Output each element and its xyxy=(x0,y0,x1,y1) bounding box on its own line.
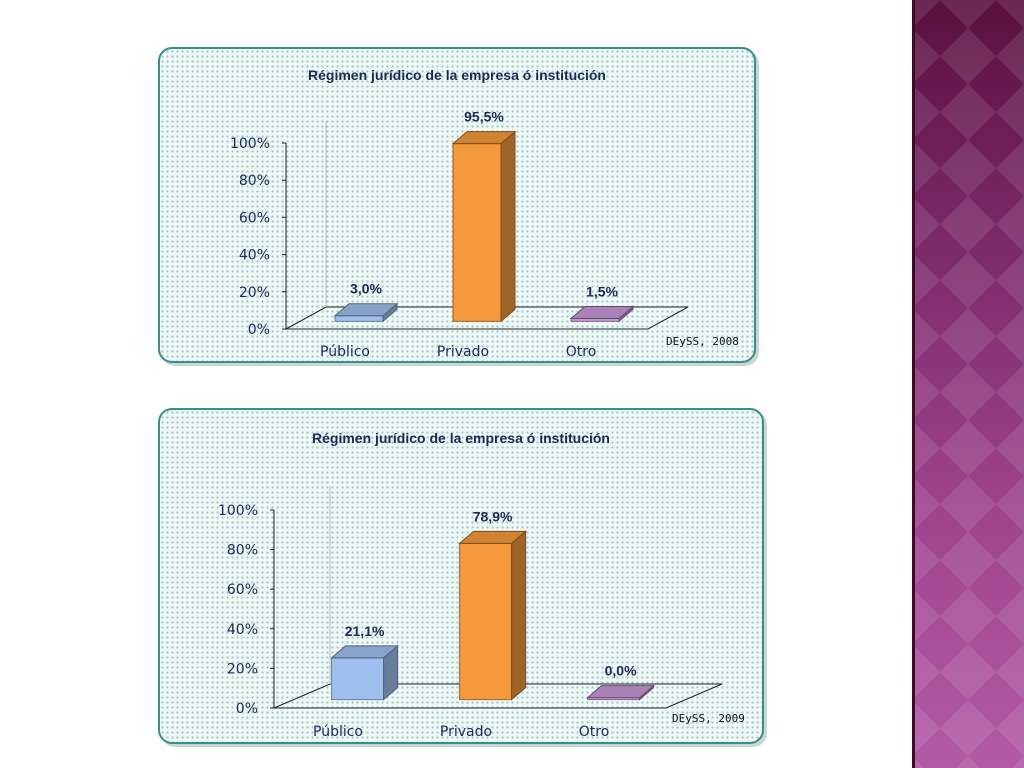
chart-panel-2008: Régimen jurídico de la empresa ó institu… xyxy=(158,47,756,363)
data-label: 95,5% xyxy=(464,109,504,125)
bar-top xyxy=(569,306,635,320)
x-category-label: Privado xyxy=(440,724,492,740)
source-note: DEySS, 2009 xyxy=(672,712,745,725)
data-label: 21,1% xyxy=(345,623,385,639)
x-category-label: Público xyxy=(313,724,363,740)
y-tick-label: 80% xyxy=(239,173,270,189)
chart-title: Régimen jurídico de la empresa ó institu… xyxy=(308,67,606,83)
bar-chart-2008: 0% 20% 40% 60% 80% 100% 3,0% Público 95,5% Privad… xyxy=(230,109,689,360)
bar-otro xyxy=(586,684,655,701)
bar-top xyxy=(333,303,399,317)
chart-panel-2009: Régimen jurídico de la empresa ó institu… xyxy=(158,408,764,744)
y-tick-label: 40% xyxy=(227,622,258,638)
y-tick-label: 60% xyxy=(227,582,258,598)
x-category-label: Otro xyxy=(566,344,597,360)
bar-privado xyxy=(451,130,517,323)
bar-front xyxy=(331,657,385,701)
bar-top xyxy=(586,685,655,699)
decorative-side-band xyxy=(912,0,1024,768)
y-tick-label: 100% xyxy=(230,136,270,152)
bar-top xyxy=(330,645,399,659)
y-tick-label: 20% xyxy=(239,285,270,301)
data-label: 1,5% xyxy=(586,284,618,300)
chart-floor xyxy=(273,683,723,709)
x-category-label: Público xyxy=(320,344,370,360)
chart-floor xyxy=(285,306,689,330)
bar-front xyxy=(459,542,513,701)
bar-side xyxy=(511,530,527,701)
bar-privado xyxy=(458,530,527,701)
source-note: DEySS, 2008 xyxy=(666,335,739,348)
y-tick-label: 0% xyxy=(248,322,270,338)
bar-front xyxy=(452,143,502,322)
x-category-label: Otro xyxy=(579,724,610,740)
bar-público xyxy=(330,644,399,701)
bar-chart-2009: 0% 20% 40% 60% 80% 100% 21,1% Público 78,9% Priva… xyxy=(218,486,723,740)
bar-front xyxy=(334,315,384,322)
y-tick-label: 100% xyxy=(218,503,258,519)
bar-side xyxy=(500,130,516,323)
chart-title: Régimen jurídico de la empresa ó institu… xyxy=(312,430,610,446)
bar-top xyxy=(451,131,517,145)
data-label: 0,0% xyxy=(605,663,637,679)
bar-otro xyxy=(569,305,635,323)
y-tick-label: 40% xyxy=(239,248,270,264)
bar-top xyxy=(458,530,527,544)
bar-público xyxy=(333,302,399,323)
y-tick-label: 60% xyxy=(239,210,270,226)
y-tick-label: 80% xyxy=(227,543,258,559)
data-label: 3,0% xyxy=(350,281,382,297)
y-tick-label: 20% xyxy=(227,661,258,677)
data-label: 78,9% xyxy=(473,508,513,524)
y-tick-label: 0% xyxy=(236,701,258,717)
x-category-label: Privado xyxy=(437,344,489,360)
